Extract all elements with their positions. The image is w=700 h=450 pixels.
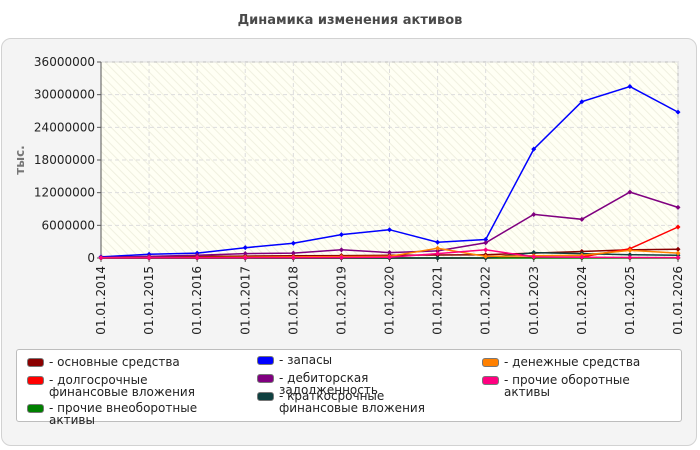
data-point[interactable] (531, 211, 537, 217)
data-point[interactable] (387, 250, 392, 256)
legend-swatch (27, 358, 44, 367)
data-point[interactable] (483, 253, 489, 259)
data-point[interactable] (387, 254, 392, 260)
data-point[interactable] (531, 146, 537, 152)
legend-label: - прочие внеоборотные активы (49, 401, 198, 427)
legend-swatch (27, 404, 44, 413)
x-tick-label: 01.01.2019 (334, 266, 348, 335)
data-point[interactable] (531, 254, 537, 260)
data-point[interactable] (435, 248, 441, 254)
x-tick-label: 01.01.2018 (286, 266, 300, 335)
y-tick-label: 24000000 (34, 120, 95, 134)
data-point[interactable] (627, 254, 633, 260)
legend-swatch (257, 374, 274, 383)
legend-label: - дебиторская задолженность (279, 371, 378, 397)
data-point[interactable] (194, 255, 200, 261)
data-point[interactable] (338, 254, 344, 260)
y-tick-label: 18000000 (34, 153, 95, 167)
x-tick-label: 01.01.2026 (671, 266, 685, 335)
data-point[interactable] (290, 255, 296, 261)
data-point[interactable] (290, 240, 296, 246)
series-layer (98, 84, 681, 261)
chart-title: Динамика изменения активов (237, 13, 463, 28)
x-tick-label: 01.01.2017 (238, 266, 252, 335)
data-point[interactable] (579, 216, 585, 222)
x-tick-label: 01.01.2022 (479, 266, 493, 335)
legend: - основные средства - долгосрочные финанс… (16, 349, 682, 426)
data-point[interactable] (435, 245, 441, 251)
x-tick-label: 01.01.2016 (190, 266, 204, 335)
data-point[interactable] (242, 251, 248, 257)
data-point[interactable] (435, 255, 441, 261)
legend-label: - запасы (279, 353, 333, 367)
data-point[interactable] (675, 204, 681, 210)
data-point[interactable] (98, 255, 104, 261)
data-point[interactable] (531, 250, 537, 256)
x-tick-label: 01.01.2015 (142, 266, 156, 335)
y-tick-label: 30000000 (34, 88, 95, 102)
y-tick-label: 6000000 (42, 218, 95, 232)
data-point[interactable] (627, 84, 633, 89)
legend-label: - основные средства (49, 355, 180, 369)
data-point[interactable] (579, 254, 585, 260)
x-tick-label: 01.01.2024 (575, 266, 589, 335)
legend-swatch (482, 358, 499, 367)
data-point[interactable] (675, 255, 681, 261)
data-point[interactable] (242, 255, 248, 261)
data-point[interactable] (627, 247, 633, 253)
data-point[interactable] (675, 109, 681, 115)
legend-label: - денежные средства (504, 355, 641, 369)
series-8 (98, 247, 681, 261)
legend-swatch (257, 356, 274, 365)
data-point[interactable] (675, 250, 681, 256)
x-tick-label: 01.01.2023 (527, 266, 541, 335)
x-tick-label: 01.01.2021 (431, 266, 445, 335)
data-point[interactable] (290, 250, 296, 256)
data-point[interactable] (146, 255, 152, 261)
data-point[interactable] (242, 245, 248, 251)
y-axis-label: тыс. (13, 145, 27, 174)
data-point[interactable] (338, 232, 344, 238)
data-point[interactable] (627, 252, 633, 258)
data-point[interactable] (435, 239, 441, 245)
data-point[interactable] (675, 224, 681, 230)
x-tick-label: 01.01.2014 (94, 266, 108, 335)
x-tick-label: 01.01.2025 (623, 266, 637, 335)
data-point[interactable] (338, 247, 344, 253)
legend-label: - долгосрочные финансовые вложения (49, 373, 195, 399)
data-point[interactable] (579, 99, 585, 105)
data-point[interactable] (435, 251, 441, 257)
legend-swatch (482, 376, 499, 385)
y-tick-label: 0 (87, 251, 95, 265)
data-point[interactable] (483, 247, 489, 253)
legend-label: - прочие оборотные активы (504, 373, 630, 399)
data-point[interactable] (483, 236, 489, 242)
y-tick-label: 12000000 (34, 186, 95, 200)
legend-label: - краткосрочные финансовые вложения (279, 389, 425, 415)
x-tick-label: 01.01.2020 (383, 266, 397, 335)
data-point[interactable] (387, 227, 392, 233)
y-tick-label: 36000000 (34, 55, 95, 69)
data-point[interactable] (675, 246, 681, 252)
data-point[interactable] (627, 189, 633, 195)
legend-swatch (27, 376, 44, 385)
legend-swatch (257, 392, 274, 401)
data-point[interactable] (483, 240, 489, 246)
